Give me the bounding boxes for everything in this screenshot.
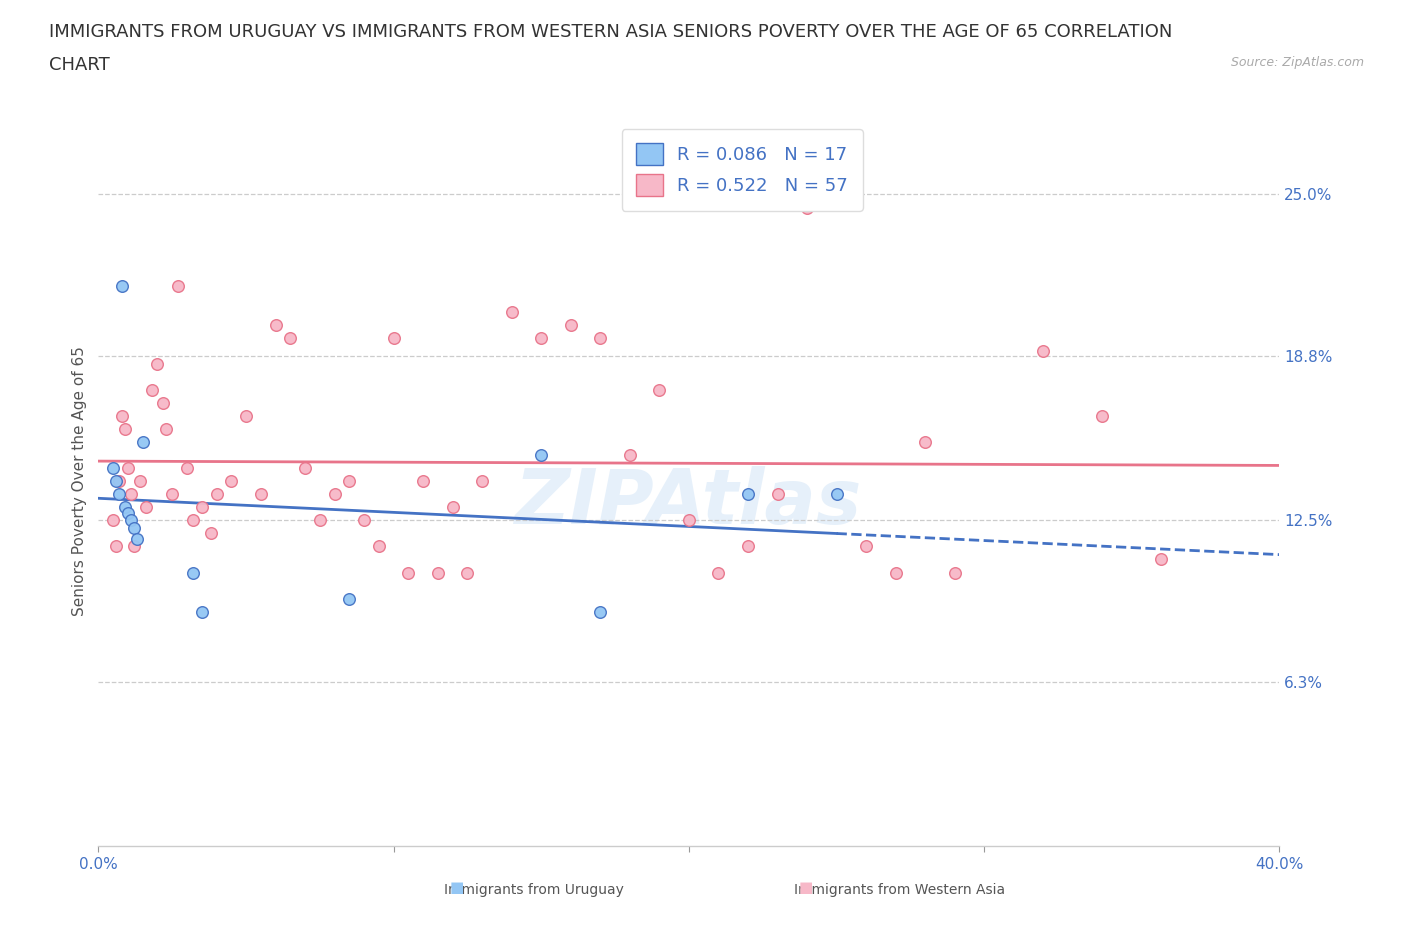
Point <box>108 487 131 502</box>
Point <box>162 487 183 502</box>
Point <box>105 539 128 554</box>
Point <box>589 330 612 345</box>
Point <box>294 460 316 475</box>
Point <box>128 474 150 489</box>
Point <box>323 487 346 502</box>
Point <box>427 565 450 580</box>
Text: CHART: CHART <box>49 56 110 73</box>
Point <box>122 539 145 554</box>
Point <box>530 447 553 462</box>
Point <box>105 474 128 489</box>
Point <box>339 591 361 606</box>
Text: ZIPAtlas: ZIPAtlas <box>515 466 863 540</box>
Point <box>117 460 139 475</box>
Point <box>1032 343 1054 358</box>
Point <box>1150 552 1173 567</box>
Point <box>309 513 332 528</box>
Text: Source: ZipAtlas.com: Source: ZipAtlas.com <box>1230 56 1364 69</box>
Point <box>441 500 464 515</box>
Point <box>589 604 612 619</box>
Point <box>155 421 177 436</box>
Point <box>707 565 730 580</box>
Point <box>353 513 375 528</box>
Point <box>501 304 523 319</box>
Point <box>141 382 163 397</box>
Point <box>368 539 391 554</box>
Point <box>737 487 759 502</box>
Legend: R = 0.086   N = 17, R = 0.522   N = 57: R = 0.086 N = 17, R = 0.522 N = 57 <box>621 129 863 211</box>
Point <box>914 434 936 449</box>
Point <box>200 526 222 541</box>
Point <box>167 278 190 293</box>
Point <box>339 474 361 489</box>
Point <box>114 421 136 436</box>
Point <box>181 513 204 528</box>
Point <box>678 513 700 528</box>
Point <box>181 565 204 580</box>
Point <box>191 604 214 619</box>
Point <box>457 565 479 580</box>
Point <box>111 408 134 423</box>
Point <box>146 356 169 371</box>
Point <box>103 460 125 475</box>
Point <box>191 500 214 515</box>
Point <box>122 521 145 536</box>
Point <box>111 278 134 293</box>
Point <box>382 330 405 345</box>
Point <box>943 565 966 580</box>
Point <box>398 565 420 580</box>
Point <box>235 408 257 423</box>
Point <box>648 382 671 397</box>
Point <box>737 539 759 554</box>
Text: ■: ■ <box>450 880 464 895</box>
Point <box>560 317 582 332</box>
Point <box>120 513 142 528</box>
Point <box>619 447 641 462</box>
Point <box>120 487 142 502</box>
Point <box>205 487 228 502</box>
Point <box>135 500 157 515</box>
Point <box>884 565 907 580</box>
Point <box>152 395 174 410</box>
Point <box>125 531 148 546</box>
Point <box>412 474 434 489</box>
Point <box>264 317 287 332</box>
Point <box>250 487 273 502</box>
Point <box>114 500 136 515</box>
Point <box>176 460 198 475</box>
Point <box>108 474 131 489</box>
Point <box>796 200 818 215</box>
Point <box>103 513 125 528</box>
Y-axis label: Seniors Poverty Over the Age of 65: Seniors Poverty Over the Age of 65 <box>72 346 87 617</box>
Text: Immigrants from Uruguay: Immigrants from Uruguay <box>444 884 624 897</box>
Point <box>132 434 155 449</box>
Point <box>1091 408 1114 423</box>
Text: IMMIGRANTS FROM URUGUAY VS IMMIGRANTS FROM WESTERN ASIA SENIORS POVERTY OVER THE: IMMIGRANTS FROM URUGUAY VS IMMIGRANTS FR… <box>49 23 1173 41</box>
Point <box>825 487 848 502</box>
Text: ■: ■ <box>799 880 813 895</box>
Point <box>280 330 302 345</box>
Text: Immigrants from Western Asia: Immigrants from Western Asia <box>794 884 1005 897</box>
Point <box>530 330 553 345</box>
Point <box>766 487 789 502</box>
Point <box>221 474 243 489</box>
Point <box>855 539 877 554</box>
Point <box>471 474 494 489</box>
Point <box>117 505 139 520</box>
